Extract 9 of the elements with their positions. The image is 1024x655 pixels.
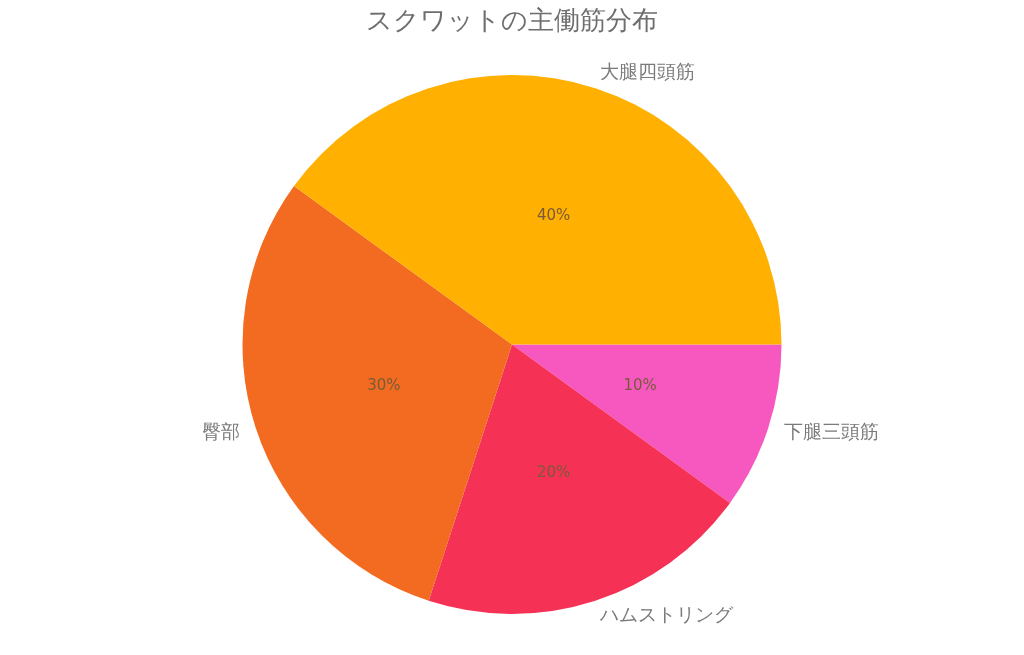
data-label: 40%	[536, 206, 571, 225]
chart-title: スクワットの主働筋分布	[366, 4, 658, 35]
data-label: 30%	[367, 376, 401, 395]
slice-label: 大腿四頭筋	[600, 59, 696, 82]
data-label: 20%	[536, 462, 571, 481]
slice-label: 下腿三頭筋	[783, 419, 879, 442]
slice-label: ハムストリング	[599, 602, 735, 625]
data-label: 10%	[623, 376, 657, 395]
slice-label: 臀部	[202, 419, 241, 442]
